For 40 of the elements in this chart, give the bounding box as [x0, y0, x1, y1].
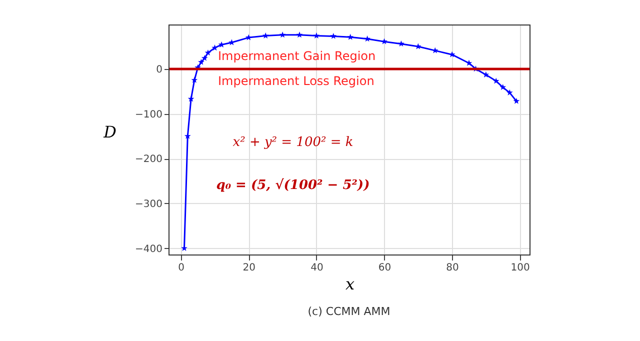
x-tick-label: 100 [510, 262, 530, 274]
point [191, 76, 198, 83]
point [262, 32, 269, 38]
point [188, 96, 194, 102]
point [364, 36, 370, 42]
y-tick-label: −400 [135, 244, 162, 255]
x-axis-title: x [345, 274, 355, 294]
point [347, 34, 354, 40]
point [398, 40, 404, 47]
point [482, 71, 490, 78]
annotation: Impermanent Gain Region [218, 49, 376, 63]
text: (c) CCMM AMM [308, 305, 390, 318]
x-tick-label: 40 [310, 262, 324, 274]
point [184, 132, 191, 139]
point [204, 49, 212, 56]
y-tick-label: −100 [135, 109, 162, 120]
y-tick-label: −200 [135, 154, 162, 166]
y-axis-title: D [102, 122, 117, 142]
y-tick-label: −300 [135, 198, 162, 210]
point [466, 60, 472, 66]
x-tick-label: 20 [242, 262, 256, 274]
point [245, 34, 252, 40]
annotation: x² + y² = 100² = k [232, 135, 354, 150]
point [500, 84, 506, 90]
point [201, 54, 208, 61]
point [313, 32, 320, 38]
x-tick-label: 0 [178, 262, 185, 274]
point [513, 98, 520, 104]
point [330, 32, 337, 39]
point [212, 44, 218, 51]
point [506, 89, 513, 96]
y-tick-label: 0 [156, 64, 162, 76]
point [492, 78, 500, 84]
x-tick-label: 80 [446, 262, 459, 274]
point [279, 32, 286, 38]
x-tick-label: 60 [378, 262, 392, 274]
annotation: q₀ = (5, √(100² − 5²)) [216, 178, 370, 193]
point [198, 58, 204, 65]
annotation: Impermanent Loss Region [218, 74, 374, 88]
point [296, 32, 303, 38]
